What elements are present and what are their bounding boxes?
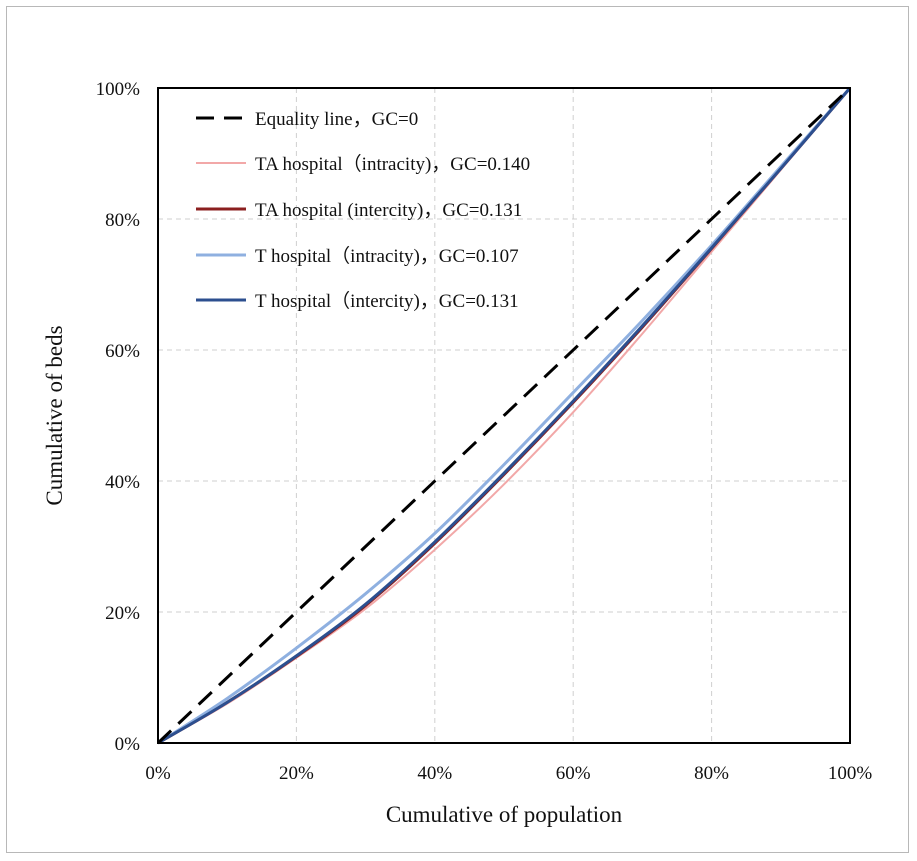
legend: Equality line，GC=0 TA hospital（intracity)… [196, 109, 530, 312]
legend-label: T hospital（intracity)，GC=0.107 [255, 245, 519, 267]
legend-label: TA hospital（intracity)，GC=0.140 [255, 153, 530, 175]
y-tick-label: 40% [105, 472, 140, 493]
series-lines [156, 86, 852, 745]
y-tick-label: 80% [105, 210, 140, 231]
y-tick-label: 60% [105, 341, 140, 362]
figure-frame [6, 6, 909, 853]
plot-area-border [157, 87, 851, 744]
x-tick-label: 40% [417, 763, 452, 784]
x-tick-label: 100% [828, 763, 873, 784]
y-tick-label: 0% [115, 734, 141, 755]
legend-label: TA hospital (intercity)，GC=0.131 [255, 200, 522, 221]
x-axis-label: Cumulative of population [386, 802, 623, 827]
x-tick-labels: 0% 20% 40% 60% 80% 100% [145, 763, 872, 784]
x-tick-label: 80% [694, 763, 729, 784]
x-tick-label: 0% [145, 763, 171, 784]
y-tick-label: 100% [96, 79, 141, 100]
x-tick-label: 60% [556, 763, 591, 784]
series-line [157, 87, 852, 745]
legend-label: T hospital（intercity)，GC=0.131 [255, 290, 519, 312]
x-tick-label: 20% [279, 763, 314, 784]
y-tick-label: 20% [105, 603, 140, 624]
grid-lines [158, 88, 850, 743]
y-tick-labels: 0% 20% 40% 60% 80% 100% [96, 79, 141, 755]
y-axis-label: Cumulative of beds [42, 325, 67, 505]
legend-label: Equality line，GC=0 [255, 109, 418, 130]
series-line [156, 86, 852, 745]
